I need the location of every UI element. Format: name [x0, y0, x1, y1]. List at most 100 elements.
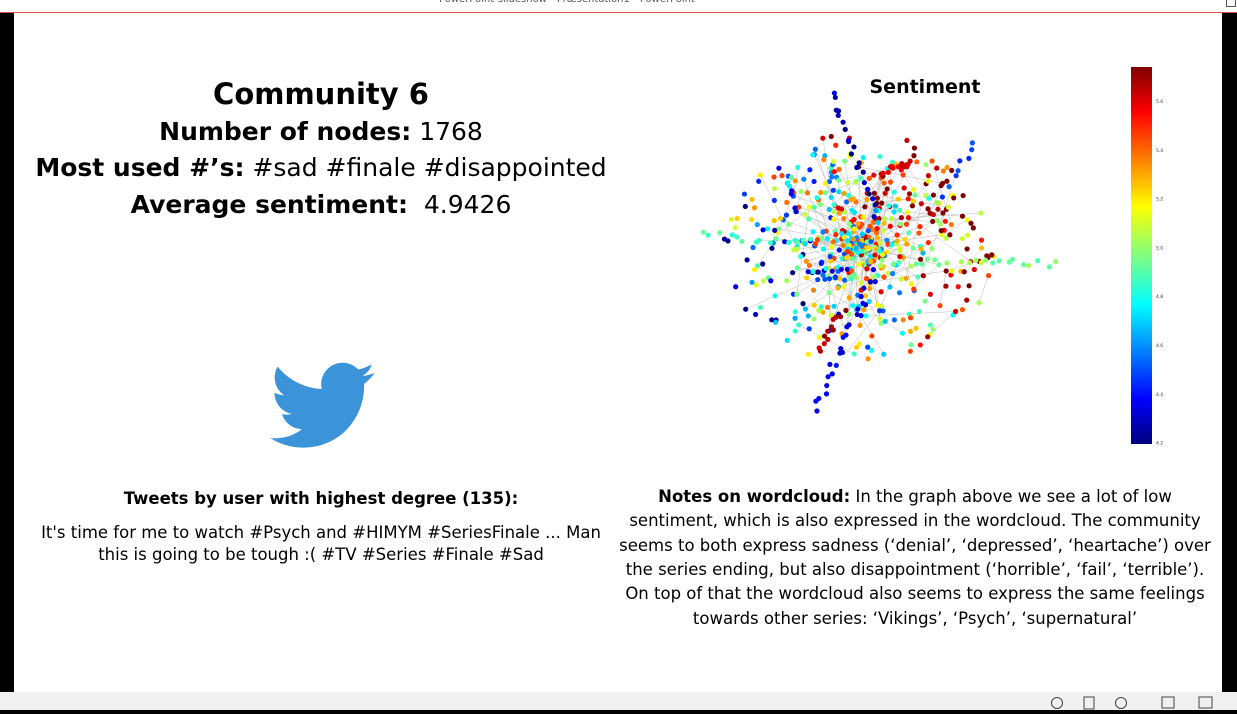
node [808, 237, 813, 242]
node [896, 197, 901, 202]
node [825, 337, 830, 342]
node [733, 284, 738, 289]
node [898, 221, 903, 226]
node [785, 180, 790, 185]
node [760, 261, 765, 266]
colorbar-label: 4.4 [1156, 392, 1163, 398]
node [914, 159, 919, 164]
node [752, 267, 757, 272]
node [919, 246, 924, 251]
previous-button[interactable] [1052, 698, 1063, 709]
node [784, 278, 789, 283]
node [772, 228, 777, 233]
node [831, 317, 836, 322]
node [936, 262, 941, 267]
node [772, 198, 777, 203]
node [976, 300, 981, 305]
node [749, 197, 754, 202]
node [789, 191, 794, 196]
node [829, 134, 834, 139]
node [989, 252, 994, 257]
node [793, 328, 798, 333]
slide-button[interactable] [1084, 697, 1094, 709]
node [851, 237, 856, 242]
node [859, 249, 864, 254]
node [908, 315, 913, 320]
node [944, 179, 949, 184]
node [823, 181, 828, 186]
node [906, 215, 911, 220]
node [804, 259, 809, 264]
node [831, 216, 836, 221]
colorbar-label: 4.6 [1156, 343, 1163, 349]
node [831, 327, 836, 332]
status-bar [0, 692, 1237, 710]
node [772, 218, 777, 223]
node [878, 240, 883, 245]
node [810, 269, 815, 274]
notes-text: towards other series: ‘Vikings’, ‘Psych’… [693, 609, 1137, 628]
node [893, 204, 898, 209]
node [819, 261, 824, 266]
node [765, 226, 770, 231]
node [817, 335, 822, 340]
maximize-button[interactable] [1226, 0, 1236, 7]
node [744, 257, 749, 262]
node [967, 260, 972, 265]
node [969, 147, 974, 152]
node [882, 180, 887, 185]
node [855, 221, 860, 226]
node [965, 233, 970, 238]
node [943, 219, 948, 224]
node [904, 242, 909, 247]
node [785, 338, 790, 343]
node [771, 174, 776, 179]
node [902, 185, 907, 190]
edge [979, 276, 989, 303]
node [902, 237, 907, 242]
node [820, 136, 825, 141]
node [864, 313, 869, 318]
node [990, 260, 995, 265]
node [908, 329, 913, 334]
node [857, 323, 862, 328]
node [966, 156, 971, 161]
node [735, 216, 740, 221]
node [930, 327, 935, 332]
node [814, 408, 819, 413]
next-button[interactable] [1116, 698, 1127, 709]
node [801, 238, 806, 243]
node [847, 221, 852, 226]
notes-text: In the graph above we see a lot of low [855, 487, 1171, 506]
node [742, 191, 747, 196]
grid-button[interactable] [1199, 697, 1212, 708]
node [950, 268, 955, 273]
node [722, 236, 727, 241]
node [912, 192, 917, 197]
node [786, 222, 791, 227]
node [842, 278, 847, 283]
node [875, 235, 880, 240]
node [904, 222, 909, 227]
node [846, 193, 851, 198]
node [818, 349, 823, 354]
edge [878, 210, 962, 216]
node [800, 301, 805, 306]
node [929, 246, 934, 251]
node [761, 278, 766, 283]
node [961, 193, 966, 198]
node [825, 236, 830, 241]
node [779, 173, 784, 178]
node [947, 232, 952, 237]
node [913, 326, 918, 331]
notes-button[interactable] [1162, 697, 1174, 708]
node [854, 246, 859, 251]
node [729, 217, 734, 222]
node [821, 246, 826, 251]
node [867, 224, 872, 229]
node [879, 201, 884, 206]
node [896, 260, 901, 265]
node [772, 186, 777, 191]
node [732, 225, 737, 230]
title-bar: PowerPoint-slideshow - Præsentation1 - P… [0, 0, 1237, 13]
